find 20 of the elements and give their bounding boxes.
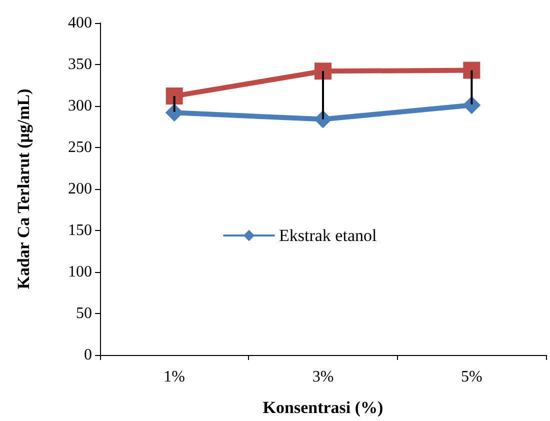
legend-label: Ekstrak etanol xyxy=(279,226,377,245)
y-tick-label: 50 xyxy=(76,305,92,322)
y-tick-label: 150 xyxy=(68,222,92,239)
x-axis-title: Konsentrasi (%) xyxy=(262,398,384,417)
y-tick-label: 350 xyxy=(68,56,92,73)
y-tick-label: 250 xyxy=(68,139,92,156)
y-tick-label: 0 xyxy=(84,346,92,364)
x-tick-label: 5% xyxy=(461,368,482,386)
x-tick-label: 1% xyxy=(164,368,185,386)
y-tick-label: 200 xyxy=(68,180,92,198)
y-tick-label: 300 xyxy=(68,98,92,114)
y-tick-label: 100 xyxy=(68,264,92,280)
point xyxy=(165,104,184,122)
point xyxy=(462,96,481,114)
point xyxy=(463,62,480,79)
x-tick-label: 3% xyxy=(312,368,334,386)
y-axis-title: Kadar Ca Terlarut (μg/mL) xyxy=(14,88,33,290)
y-tick-label: 400 xyxy=(68,14,92,32)
point xyxy=(166,88,183,105)
point xyxy=(314,62,332,80)
